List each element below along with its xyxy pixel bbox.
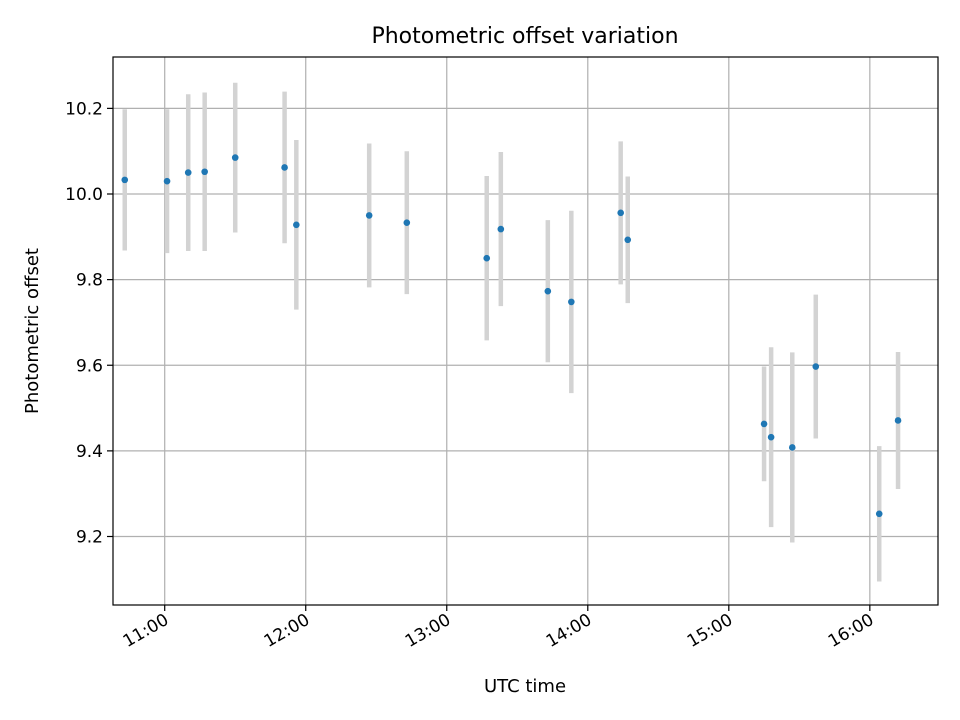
point-layer	[121, 154, 902, 518]
y-tick-label: 9.8	[76, 271, 103, 291]
data-point	[403, 219, 411, 226]
data-point	[201, 168, 208, 176]
data-point	[624, 236, 632, 244]
y-tick-label: 9.6	[76, 356, 103, 376]
grid-layer	[113, 57, 938, 605]
y-tick-label: 9.4	[76, 442, 103, 462]
y-tick-label: 10.2	[65, 99, 103, 119]
data-point	[875, 510, 883, 518]
plot-frame	[112, 56, 939, 606]
data-point	[812, 363, 820, 370]
chart-title: Photometric offset variation	[371, 24, 678, 49]
data-point	[281, 164, 288, 171]
data-point	[231, 154, 239, 161]
y-axis-label: Photometric offset	[22, 248, 43, 414]
data-point	[483, 254, 491, 262]
data-point	[163, 177, 171, 185]
data-point	[788, 444, 796, 451]
data-point	[760, 420, 768, 428]
x-tick-label: 15:00	[684, 610, 736, 652]
x-tick-label: 16:00	[825, 610, 877, 652]
data-point	[894, 417, 902, 424]
x-tick-label: 14:00	[543, 610, 595, 652]
data-point	[184, 169, 192, 176]
data-point	[617, 209, 624, 217]
data-point	[121, 176, 129, 184]
x-tick-label: 12:00	[261, 610, 313, 652]
y-tick-label: 10.0	[65, 185, 103, 205]
x-tick-label: 11:00	[120, 610, 172, 652]
data-point	[293, 221, 300, 229]
data-point	[568, 298, 575, 306]
data-point	[497, 225, 505, 233]
x-axis-label: UTC time	[484, 676, 566, 697]
x-tick-label: 13:00	[402, 610, 454, 652]
errorbar-layer	[122, 82, 901, 582]
y-tick-label: 9.2	[76, 528, 103, 548]
data-point	[365, 212, 373, 219]
data-point	[544, 287, 552, 295]
data-point	[767, 433, 775, 441]
